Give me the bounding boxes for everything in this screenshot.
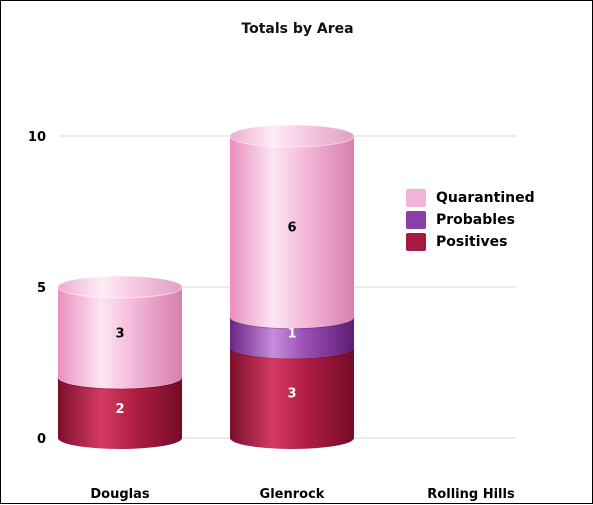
bar-body [58,377,182,449]
bar-segment-positives[interactable]: 3 [229,347,355,449]
data-label: 1 [287,326,296,341]
bar-top-highlight [230,125,354,147]
legend-item-probables[interactable]: Probables [406,209,535,231]
x-tick-label: Glenrock [260,487,325,502]
data-label: 3 [287,387,296,402]
bar-segment-quarantined[interactable]: 3 [57,275,183,389]
bar-segment-quarantined[interactable]: 6 [229,124,355,329]
legend-swatch [406,211,426,229]
bar-top-highlight [58,276,182,298]
bar-body [230,136,354,329]
bar-top-cap [57,275,183,299]
bar-body [230,347,354,449]
x-tick-label: Douglas [90,487,150,502]
data-label: 3 [115,326,124,341]
y-tick-label: 0 [37,432,46,447]
legend-swatch [406,189,426,207]
legend-swatch [406,233,426,251]
chart-title: Totals by Area [241,21,354,37]
y-tick-label: 10 [28,130,46,145]
legend-label: Quarantined [436,190,535,206]
legend-item-quarantined[interactable]: Quarantined [406,187,535,209]
data-label: 2 [115,402,124,417]
bar-body [230,317,354,359]
y-tick-label: 5 [37,281,46,296]
legend-label: Positives [436,234,508,250]
legend-label: Probables [436,212,515,228]
bar-top-cap [229,124,355,148]
x-tick-label: Rolling Hills [427,487,515,502]
bar-body [58,287,182,389]
chart-legend: Quarantined Probables Positives [406,187,535,253]
legend-item-positives[interactable]: Positives [406,231,535,253]
data-label: 6 [287,221,296,236]
